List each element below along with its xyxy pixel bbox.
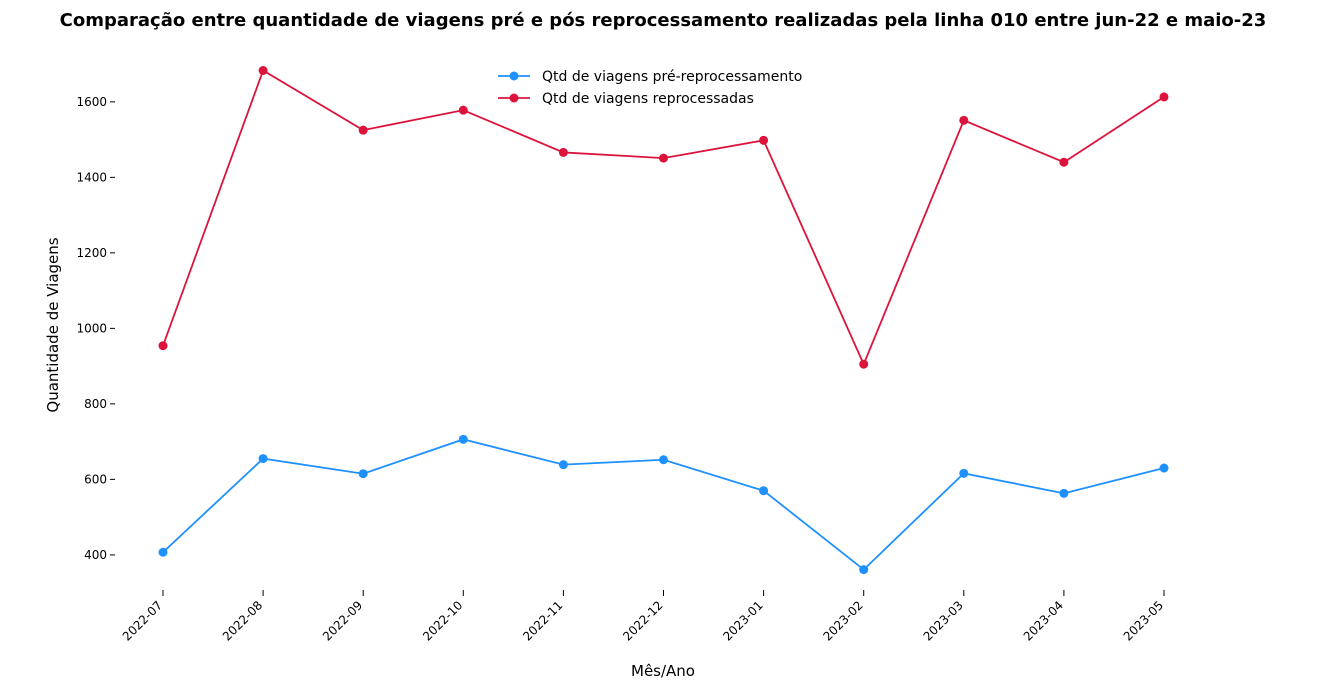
series-2 [158, 65, 1169, 369]
x-tick-label: 2023-01 [720, 598, 765, 643]
data-point [158, 547, 168, 557]
x-tick-label: 2022-10 [420, 598, 465, 643]
x-tick-label: 2022-07 [120, 598, 165, 643]
x-tick-label: 2022-12 [620, 598, 665, 643]
y-tick-label: 800 [84, 397, 107, 411]
data-point [759, 135, 769, 145]
series-layer [158, 65, 1169, 575]
x-tick-label: 2023-02 [820, 598, 865, 643]
y-tick-label: 1200 [76, 246, 107, 260]
y-tick-label: 400 [84, 548, 107, 562]
data-point [1059, 157, 1069, 167]
data-point [859, 565, 869, 575]
x-axis-label: Mês/Ano [631, 662, 695, 680]
data-point [358, 125, 368, 135]
data-point [659, 455, 668, 465]
y-axis-label: Quantidade de Viagens [44, 237, 62, 412]
data-point [1159, 92, 1169, 102]
y-tick-label: 1600 [76, 95, 107, 109]
x-tick-label: 2023-05 [1121, 598, 1166, 643]
data-point [859, 359, 869, 369]
x-axis-ticks: 2022-07 2022-08 2022-09 2022-10 2022-11 2022-… [120, 590, 1166, 644]
data-point [659, 153, 668, 163]
x-tick-label: 2023-04 [1021, 598, 1066, 643]
data-point [158, 341, 168, 351]
x-tick-label: 2022-08 [220, 598, 265, 643]
legend-marker [509, 93, 519, 103]
data-point [358, 469, 368, 479]
x-tick-label: 2022-09 [320, 598, 365, 643]
x-tick-label: 2022-11 [520, 598, 565, 643]
series-line [162, 69, 1165, 367]
y-axis-ticks: 400 600 800 1000 1200 1400 1600 [76, 95, 115, 562]
data-point [458, 105, 468, 115]
data-point [258, 454, 268, 464]
x-tick-label: 2023-03 [921, 598, 966, 643]
y-tick-label: 600 [84, 472, 107, 486]
data-point [1159, 463, 1169, 473]
data-point [1059, 488, 1069, 498]
legend-marker [509, 71, 519, 81]
data-point [258, 65, 268, 75]
y-tick-label: 1400 [76, 170, 107, 184]
legend-label: Qtd de viagens reprocessadas [542, 91, 754, 107]
y-tick-label: 1000 [76, 321, 107, 335]
data-point [558, 460, 568, 470]
legend-item: Qtd de viagens pré-reprocessamento [498, 69, 802, 85]
series-1 [158, 434, 1169, 575]
data-point [959, 468, 969, 478]
data-point [558, 147, 568, 157]
data-point [959, 115, 969, 125]
legend-label: Qtd de viagens pré-reprocessamento [542, 69, 802, 85]
data-point [759, 486, 769, 496]
legend-item: Qtd de viagens reprocessadas [498, 91, 754, 107]
data-point [458, 434, 468, 444]
legend: Qtd de viagens pré-reprocessamento Qtd de… [498, 69, 802, 107]
chart-title: Comparação entre quantidade de viagens p… [60, 10, 1267, 31]
